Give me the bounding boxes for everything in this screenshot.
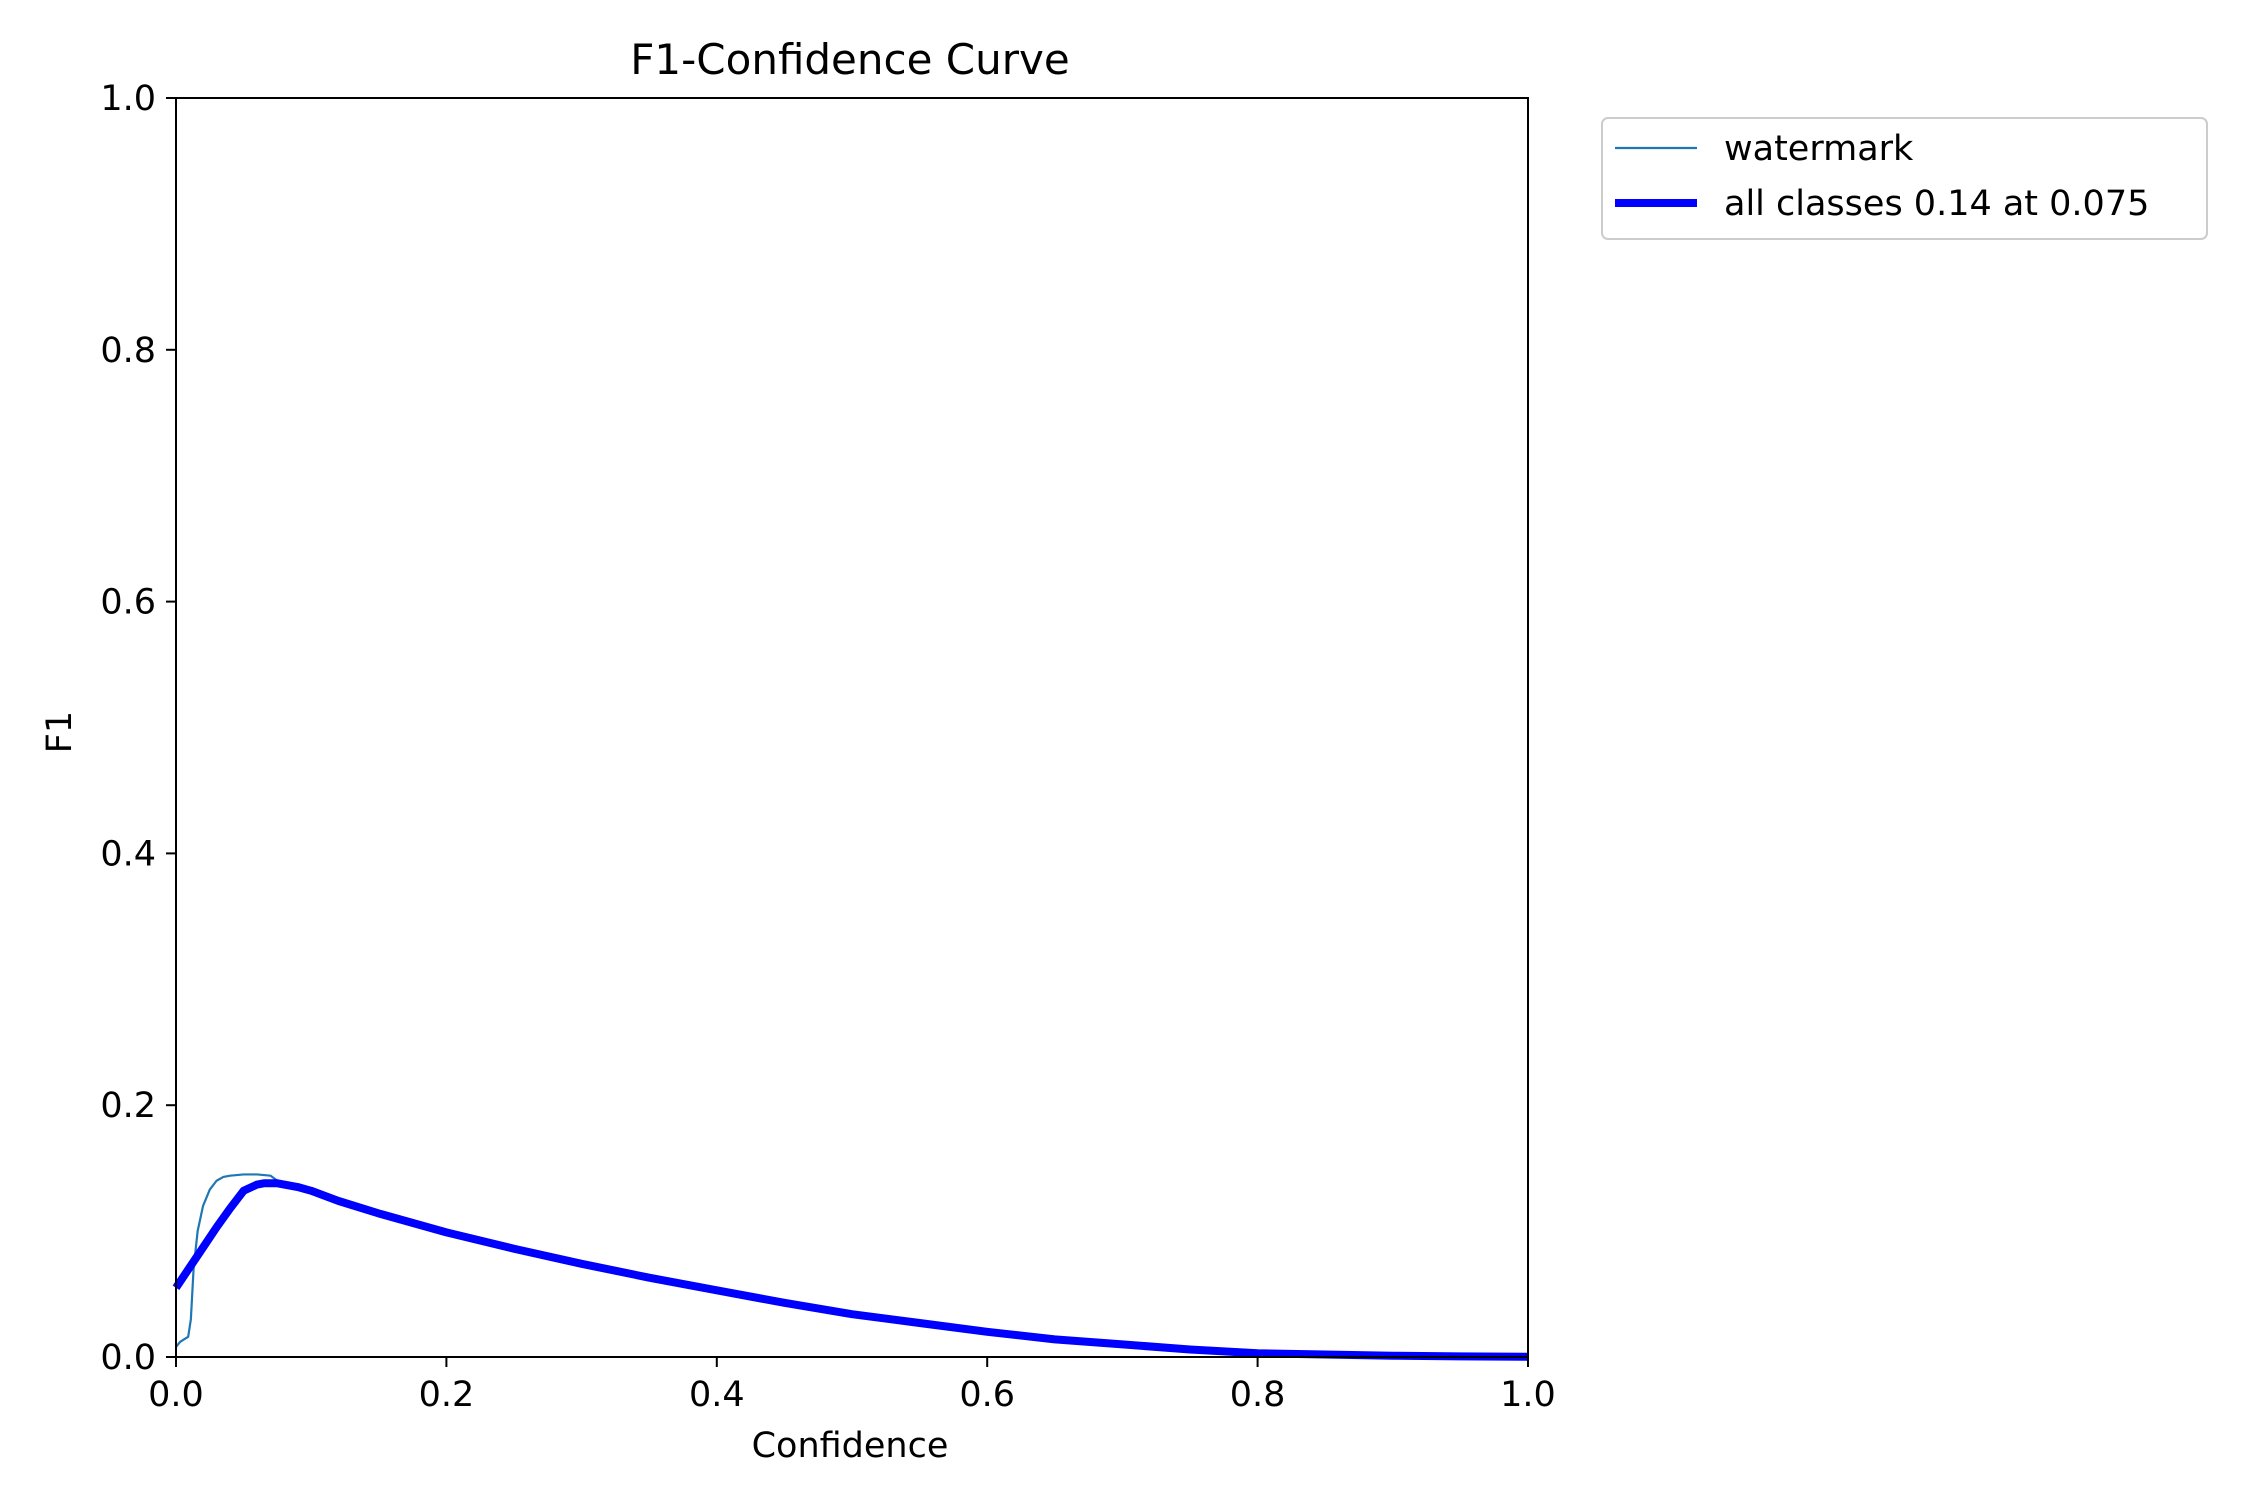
y-tick-label: 0.6 [100, 583, 156, 623]
y-tick-label: 1.0 [100, 79, 156, 119]
legend: watermark all classes 0.14 at 0.075 [1601, 117, 2208, 240]
y-tick-label: 0.8 [100, 331, 156, 371]
y-axis: 0.0 0.2 0.4 0.6 0.8 1.0 [100, 79, 176, 1378]
chart-title: F1-Confidence Curve [630, 35, 1069, 84]
plot-frame [175, 97, 1529, 1358]
series-line-0 [175, 1173, 1529, 1358]
x-tick-label: 0.8 [1230, 1375, 1286, 1415]
x-axis: 0.0 0.2 0.4 0.6 0.8 1.0 [148, 1357, 1556, 1415]
plot-area [172, 97, 1529, 1361]
y-tick-label: 0.4 [100, 834, 156, 874]
x-tick-label: 0.4 [689, 1375, 745, 1415]
x-axis-label: Confidence [752, 1426, 949, 1466]
y-tick-label: 0.2 [100, 1086, 156, 1126]
x-tick-label: 1.0 [1500, 1375, 1556, 1415]
legend-box [1601, 117, 2208, 240]
series-line-1 [172, 1179, 1529, 1361]
y-tick-label: 0.0 [100, 1338, 156, 1378]
x-tick-label: 0.0 [148, 1375, 204, 1415]
y-axis-label: F1 [40, 711, 80, 753]
x-tick-label: 0.2 [419, 1375, 475, 1415]
legend-label-0: watermark [1724, 129, 1914, 169]
legend-label-1: all classes 0.14 at 0.075 [1724, 184, 2149, 224]
x-tick-label: 0.6 [959, 1375, 1015, 1415]
